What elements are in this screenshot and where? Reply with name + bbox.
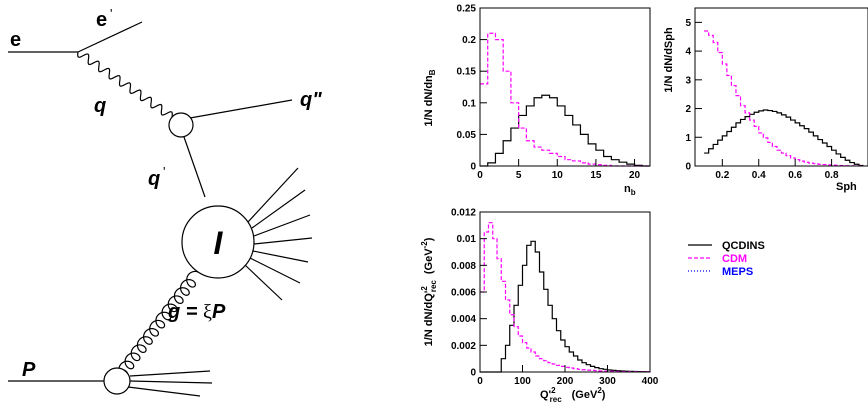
q2-series-cdm (480, 222, 650, 373)
nb-xlabel: nb (624, 183, 636, 197)
q2-xlabel: Q'2 rec (GeV2) (540, 386, 606, 404)
nb-ytick-label: 0.25 (457, 4, 477, 15)
sph-xtick-label: 0.4 (752, 170, 766, 181)
diagram-labels: e e ' q q" q ' I g = ξP P (10, 6, 322, 381)
q2-ytick-label: 0 (470, 368, 476, 379)
nb-ytick-label: 0.15 (457, 67, 477, 78)
sph-xtick-label: 0.8 (825, 170, 839, 181)
sph-qcdins-histogram (704, 109, 864, 167)
label-e-out-prime: ' (110, 6, 112, 21)
sph-ticks (695, 21, 833, 167)
label-photon: q (94, 95, 106, 117)
lower-vertex (103, 367, 131, 395)
sph-series-qcdins (704, 109, 864, 167)
nb-xtick-label: 0 (477, 170, 483, 181)
nb-ytick-label: 0.05 (457, 130, 477, 141)
sph-series-cdm (704, 30, 864, 167)
q2-ytick-label: 0.01 (457, 234, 477, 245)
nb-xtick-label: 15 (590, 170, 602, 181)
nb-xtick-label: 20 (629, 170, 641, 181)
proton-remnant (127, 370, 213, 397)
nb-qcdins-histogram (480, 94, 650, 167)
nb-series-qcdins (480, 94, 650, 167)
q2-xtick-label: 400 (642, 376, 659, 387)
panel-nb: 0 5 10 15 20 0 0.05 0.1 0.15 0.2 0.25 nb 1/N dN/dn… (423, 4, 651, 197)
q2-ytick-label: 0.008 (451, 261, 476, 272)
q2-series-qcdins (480, 240, 650, 373)
gluon-line (118, 270, 199, 378)
nb-tick-labels: 0 5 10 15 20 0 0.05 0.1 0.15 0.2 0.25 (457, 4, 641, 182)
sph-xtick-label: 0.6 (788, 170, 802, 181)
nb-plot-frame (479, 7, 651, 167)
nb-ylabel: 1/N dN/dnB (423, 69, 437, 126)
label-quark-out: q" (300, 89, 322, 111)
legend-label-cdm: CDM (722, 253, 747, 265)
q2-ytick-label: 0.012 (451, 208, 476, 219)
nb-series-cdm (480, 32, 650, 167)
q2-ytick-label: 0.006 (451, 288, 476, 299)
label-proton: P (22, 359, 36, 381)
label-e-in: e (10, 29, 21, 51)
q2-ylabel: 1/N dN/dQ'2rec(GeV-2) (420, 237, 438, 346)
q2-xtick-label: 100 (514, 376, 531, 387)
nb-ytick-label: 0.2 (462, 35, 476, 46)
q2-ytick-label: 0.002 (451, 341, 476, 352)
q2-qcdins-histogram (480, 240, 650, 373)
sph-ytick-label: 4 (685, 47, 691, 58)
sph-plot-frame (694, 7, 868, 167)
q2-xtick-label: 200 (557, 376, 574, 387)
q2-xtick-label: 0 (477, 376, 483, 387)
nb-ytick-label: 0.1 (462, 98, 476, 109)
sph-ytick-label: 3 (685, 75, 691, 86)
panel-sph: 0.2 0.4 0.6 0.8 0 1 2 3 4 5 Sph 1/N dN/dSph (663, 7, 868, 193)
quark-out-line (189, 99, 293, 119)
sph-ylabel: 1/N dN/dSph (663, 27, 675, 93)
label-e-out: e (96, 9, 107, 31)
panel-q2: 0 100 200 300 400 0 0.002 0.004 0.006 0.008 0.01 0.… (420, 208, 659, 405)
legend-label-qcdins: QCDINS (722, 240, 765, 252)
sph-ytick-label: 0 (685, 162, 691, 173)
q2-cdm-histogram (480, 222, 650, 373)
sph-xlabel: Sph (836, 181, 857, 193)
label-quark-in: q (148, 168, 160, 190)
nb-xtick-label: 5 (516, 170, 522, 181)
sph-ytick-label: 1 (685, 133, 691, 144)
sph-tick-labels: 0.2 0.4 0.6 0.8 0 1 2 3 4 5 (685, 18, 839, 181)
nb-cdm-histogram (480, 32, 650, 167)
legend-label-meps: MEPS (722, 266, 753, 278)
q2-ytick-label: 0.004 (451, 314, 476, 325)
sph-cdm-histogram (704, 30, 864, 167)
q2-ticks (479, 211, 651, 373)
upper-vertex (168, 112, 194, 138)
q2-xtick-label: 300 (599, 376, 616, 387)
label-quark-in-prime: ' (163, 164, 165, 179)
instanton-spray (244, 167, 313, 301)
label-gluon: g = ξP (167, 301, 226, 323)
q2-tick-labels: 0 100 200 300 400 0 0.002 0.004 0.006 0.008 0.01 0.… (451, 208, 659, 388)
electron-out-line (77, 21, 143, 53)
photon-line (77, 51, 173, 118)
nb-ytick-label: 0 (470, 162, 476, 173)
feynman-diagram (8, 21, 313, 397)
sph-ytick-label: 2 (685, 104, 691, 115)
quark-exchange-line (183, 136, 206, 198)
label-instanton: I (214, 225, 224, 261)
instanton-blob (181, 205, 255, 279)
nb-ticks (479, 7, 636, 167)
legend: QCDINS CDM MEPS (688, 240, 765, 278)
sph-ytick-label: 5 (685, 18, 691, 29)
sph-xtick-label: 0.2 (715, 170, 729, 181)
nb-xtick-label: 10 (552, 170, 564, 181)
